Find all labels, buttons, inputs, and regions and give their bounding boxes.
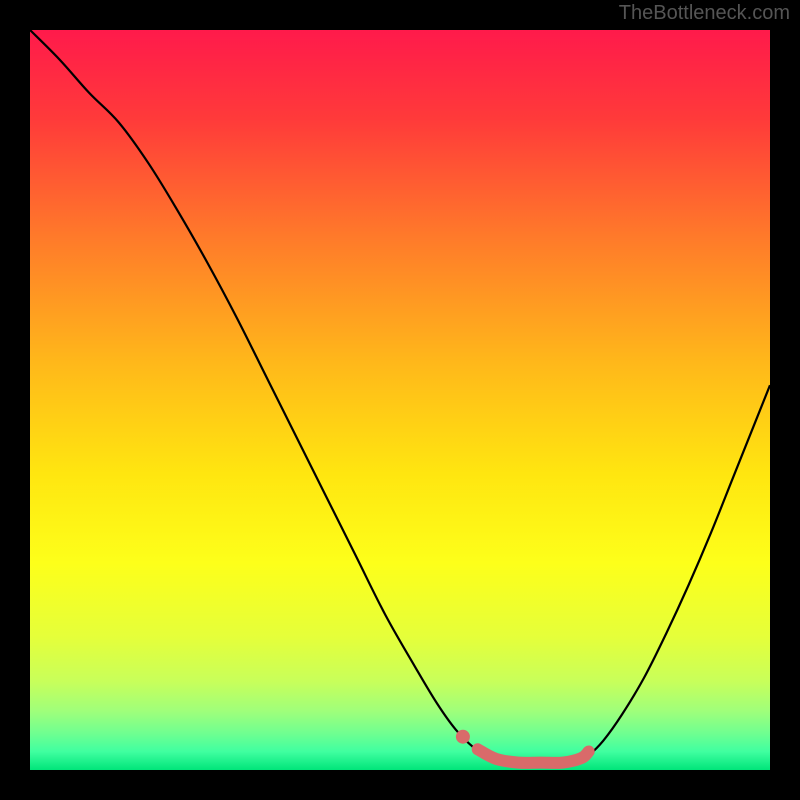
- plot-area: [30, 30, 770, 770]
- plot-svg: [30, 30, 770, 770]
- watermark-text: TheBottleneck.com: [619, 2, 790, 25]
- gradient-background: [30, 30, 770, 770]
- chart-container: TheBottleneck.com: [0, 0, 800, 800]
- highlight-dot: [456, 730, 470, 744]
